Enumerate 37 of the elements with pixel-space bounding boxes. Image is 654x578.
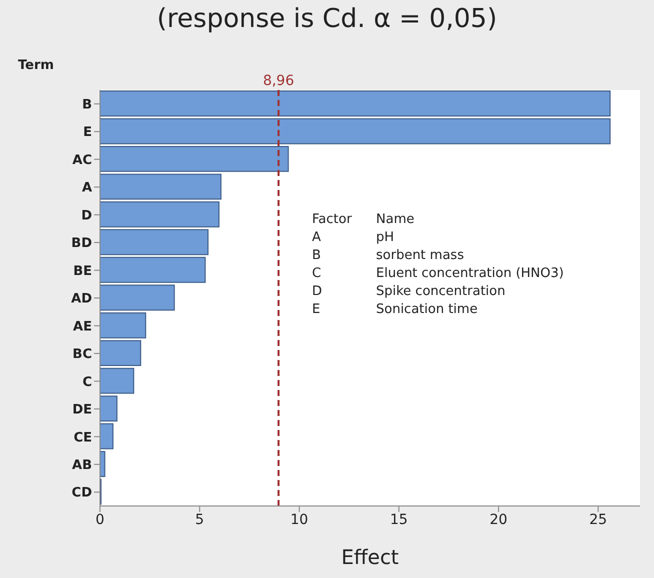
y-tick-label: AE (73, 319, 92, 334)
annotation: sorbent mass (376, 248, 465, 263)
annotation: A (312, 230, 322, 245)
y-tick-label: AB (72, 458, 92, 474)
x-tick-label: 20 (490, 512, 508, 528)
annotation: Eluent concentration (HNO3) (376, 266, 564, 281)
x-tick-label: 5 (195, 512, 204, 528)
y-tick-label: AC (72, 152, 92, 168)
y-tick-label: CD (72, 486, 92, 501)
x-tick-label: 0 (96, 512, 104, 528)
y-tick-label: BE (73, 264, 92, 279)
annotation: E (312, 302, 322, 317)
annotation: D (312, 284, 324, 299)
y-axis-title: Term (18, 58, 54, 73)
annotation: C (312, 266, 322, 281)
x-tick-label: 25 (589, 512, 608, 528)
annotation: Name (376, 212, 416, 227)
annotation: Spike concentration (376, 284, 506, 299)
y-tick-label: B (82, 97, 92, 112)
y-tick-label: C (82, 374, 92, 390)
ref-line-label: 8,96 (262, 73, 294, 89)
annotation: B (312, 248, 322, 263)
annotation: Sonication time (376, 302, 479, 317)
chart-title: (response is Cd. α = 0,05) (156, 4, 498, 34)
y-tick-label: D (81, 208, 92, 224)
y-tick-label: CE (74, 430, 92, 446)
annotation: Factor (312, 212, 353, 227)
x-tick-label: 10 (290, 512, 308, 528)
annotation: pH (376, 230, 396, 245)
y-tick-label: E (83, 125, 92, 140)
y-tick-label: BC (72, 347, 92, 362)
y-tick-label: DE (72, 402, 92, 418)
y-tick-label: A (82, 180, 92, 196)
x-tick-label: 15 (390, 512, 408, 528)
x-axis-title: Effect (341, 545, 399, 569)
y-tick-label: BD (71, 236, 92, 252)
y-tick-label: AD (71, 292, 92, 307)
